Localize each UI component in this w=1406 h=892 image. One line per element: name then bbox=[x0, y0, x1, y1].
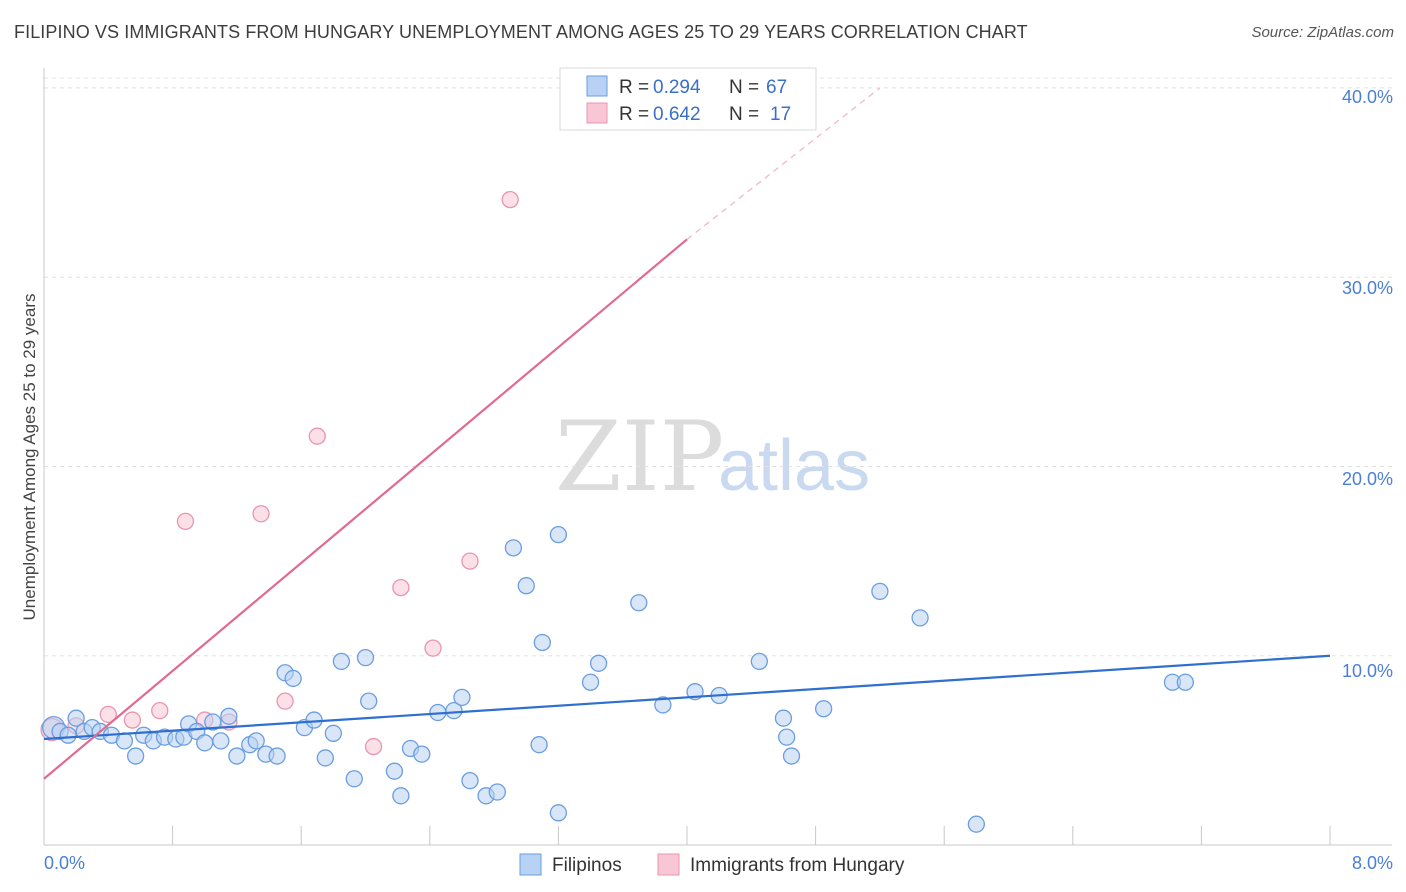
legend-filipinos-r-label: R = bbox=[619, 77, 649, 98]
point-filipinos-62 bbox=[814, 700, 833, 718]
legend-filipinos-n-value: 67 bbox=[766, 77, 787, 98]
point-filipinos-33 bbox=[345, 770, 363, 788]
x-tick-label-max: 8.0% bbox=[1352, 853, 1393, 873]
point-filipinos-32 bbox=[332, 652, 351, 671]
point-filipinos-17 bbox=[196, 734, 214, 752]
point-filipinos-47 bbox=[517, 577, 535, 595]
point-filipinos-54 bbox=[630, 594, 648, 612]
point-filipinos-60 bbox=[778, 728, 796, 746]
point-hungary-8 bbox=[252, 505, 270, 523]
point-hungary-15 bbox=[501, 190, 519, 209]
legend-filipinos-n-label: N = bbox=[729, 77, 759, 98]
point-filipinos-67 bbox=[1176, 673, 1194, 691]
y-tick-label-20: 20.0% bbox=[1342, 469, 1393, 489]
x-ticks bbox=[43, 826, 1331, 845]
y-axis-label: Unemployment Among Ages 25 to 29 years bbox=[20, 294, 39, 621]
point-filipinos-21 bbox=[228, 747, 246, 765]
bottom-legend-swatch-hungary bbox=[657, 853, 680, 876]
point-filipinos-51 bbox=[549, 804, 568, 822]
bottom-legend: Filipinos Immigrants from Hungary bbox=[519, 853, 905, 876]
y-tick-label-40: 40.0% bbox=[1342, 87, 1393, 107]
point-hungary-12 bbox=[392, 578, 410, 597]
point-hungary-11 bbox=[364, 737, 383, 756]
source-label: Source: ZipAtlas.com bbox=[1251, 24, 1394, 41]
legend-filipinos-r-value: 0.294 bbox=[653, 77, 701, 98]
point-filipinos-41 bbox=[445, 701, 463, 720]
point-filipinos-58 bbox=[750, 652, 768, 671]
point-filipinos-53 bbox=[589, 654, 608, 672]
y-tick-label-10: 10.0% bbox=[1342, 661, 1393, 681]
point-filipinos-9 bbox=[126, 747, 145, 765]
chart-title: FILIPINO VS IMMIGRANTS FROM HUNGARY UNEM… bbox=[14, 22, 1028, 42]
grid bbox=[44, 77, 1392, 657]
series-filipinos-points bbox=[41, 525, 1194, 833]
point-hungary-10 bbox=[308, 427, 326, 445]
legend-hungary-r-value: 0.642 bbox=[653, 104, 701, 125]
point-hungary-2 bbox=[99, 705, 117, 724]
point-hungary-14 bbox=[461, 552, 479, 570]
point-filipinos-30 bbox=[316, 749, 334, 767]
point-hungary-13 bbox=[424, 639, 442, 657]
point-filipinos-39 bbox=[413, 745, 431, 763]
point-filipinos-25 bbox=[268, 747, 286, 765]
bottom-legend-hungary: Immigrants from Hungary bbox=[690, 855, 905, 876]
point-filipinos-20 bbox=[220, 707, 238, 725]
point-filipinos-52 bbox=[581, 673, 600, 691]
point-filipinos-42 bbox=[453, 688, 471, 707]
legend-swatch-filipinos bbox=[586, 75, 608, 97]
point-filipinos-23 bbox=[247, 732, 265, 750]
point-hungary-3 bbox=[123, 711, 142, 729]
legend-swatch-hungary bbox=[586, 102, 608, 124]
point-filipinos-37 bbox=[392, 787, 410, 805]
point-filipinos-45 bbox=[488, 783, 506, 801]
point-filipinos-18 bbox=[204, 713, 222, 731]
legend-hungary-n-value: 17 bbox=[770, 104, 791, 125]
point-filipinos-63 bbox=[871, 582, 889, 601]
point-filipinos-49 bbox=[533, 633, 551, 652]
point-filipinos-8 bbox=[115, 732, 134, 750]
trend-filipinos bbox=[43, 654, 1331, 741]
point-filipinos-46 bbox=[504, 539, 523, 557]
legend-hungary-r-label: R = bbox=[619, 104, 649, 125]
trend-lines bbox=[43, 87, 1331, 780]
legend-box: R = 0.294 N = 67 R = 0.642 N = 17 bbox=[559, 67, 817, 131]
point-filipinos-65 bbox=[967, 815, 985, 833]
point-filipinos-35 bbox=[360, 692, 378, 710]
bottom-legend-swatch-filipinos bbox=[519, 853, 542, 876]
point-filipinos-55 bbox=[654, 696, 672, 714]
trend-hungary bbox=[43, 238, 688, 780]
point-filipinos-64 bbox=[911, 609, 929, 627]
point-filipinos-48 bbox=[530, 736, 548, 754]
watermark-zip: ZIP bbox=[555, 401, 724, 513]
point-filipinos-19 bbox=[212, 732, 230, 750]
point-filipinos-61 bbox=[782, 747, 801, 765]
point-filipinos-34 bbox=[356, 648, 375, 667]
bottom-legend-filipinos: Filipinos bbox=[552, 855, 622, 876]
legend-hungary-n-label: N = bbox=[729, 104, 759, 125]
point-hungary-9 bbox=[276, 692, 294, 710]
point-filipinos-27 bbox=[284, 669, 302, 688]
trend-hungary-extension bbox=[686, 87, 881, 240]
point-filipinos-31 bbox=[324, 724, 343, 742]
y-tick-label-30: 30.0% bbox=[1342, 278, 1393, 298]
point-filipinos-43 bbox=[461, 771, 479, 790]
x-tick-label-min: 0.0% bbox=[44, 853, 85, 873]
point-hungary-5 bbox=[176, 512, 195, 531]
y-tick-labels: 10.0% 20.0% 30.0% 40.0% bbox=[1342, 87, 1393, 681]
point-filipinos-3 bbox=[67, 709, 85, 727]
point-filipinos-36 bbox=[385, 762, 404, 780]
axes bbox=[43, 68, 1392, 846]
point-filipinos-50 bbox=[549, 525, 568, 544]
point-filipinos-59 bbox=[774, 709, 793, 727]
point-hungary-4 bbox=[151, 701, 169, 720]
series-hungary-points bbox=[40, 79, 632, 756]
point-filipinos-2 bbox=[59, 726, 77, 744]
